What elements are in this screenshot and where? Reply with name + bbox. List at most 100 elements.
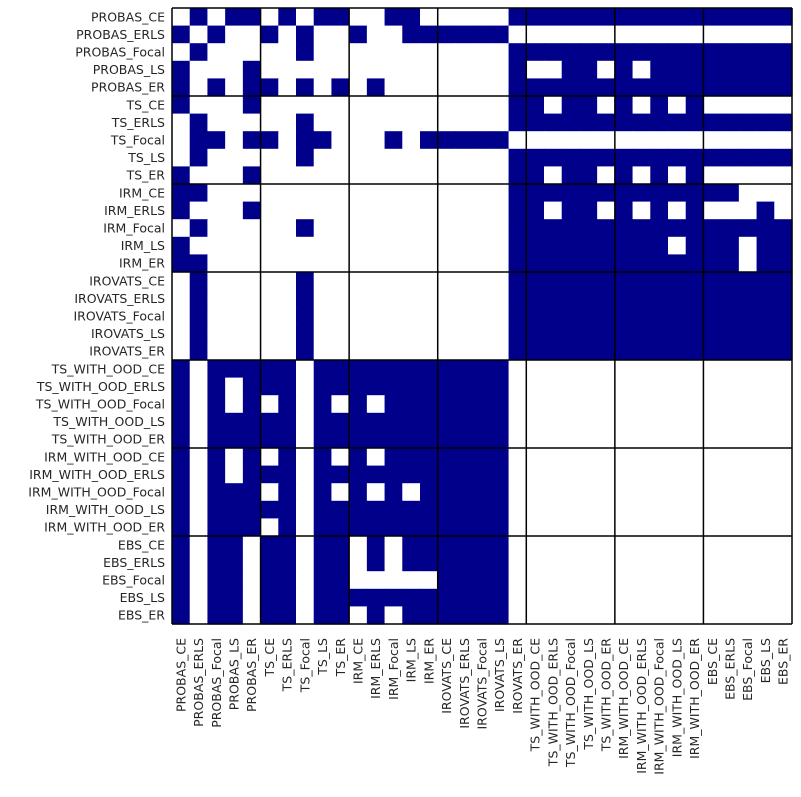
heatmap-cell [544,254,563,273]
row-tick-label: IRM_WITH_OOD_LS [46,502,165,517]
heatmap-cell [296,588,315,607]
heatmap-cell [526,448,545,467]
heatmap-cell [650,412,669,431]
heatmap-cell [632,324,651,343]
heatmap-cell [278,25,297,44]
heatmap-cell [685,553,705,572]
row-tick-label: EBS_CE [118,537,165,552]
column-tick-label: IROVATS_Focal [475,638,490,730]
heatmap-cell [774,166,793,185]
heatmap-cell [738,465,758,484]
heatmap-cell [774,606,793,625]
heatmap-cell [561,8,581,27]
heatmap-cell [579,360,598,379]
heatmap-cell [366,571,386,590]
heatmap-cell [738,8,758,27]
heatmap-cell [508,113,527,132]
heatmap-cell [703,25,722,44]
heatmap-cell [756,606,775,625]
heatmap-cell [738,219,758,238]
heatmap-cell [189,43,209,62]
heatmap-cell [685,254,705,273]
heatmap-cell [508,289,527,308]
heatmap-cell [756,395,775,414]
heatmap-cell [455,483,474,502]
heatmap-cell [561,184,581,203]
heatmap-cell [544,483,563,502]
heatmap-cell [242,184,262,203]
heatmap-cell [455,236,474,255]
heatmap-cell [544,8,563,27]
row-tick-label: PROBAS_ERLS [76,27,165,42]
heatmap-cell [313,342,333,361]
heatmap-cell [402,184,421,203]
heatmap-cell [225,360,244,379]
heatmap-cell [260,500,279,519]
heatmap-cell [721,448,740,467]
heatmap-cell [490,536,510,555]
heatmap-cell [632,236,651,255]
heatmap-cell [650,289,669,308]
heatmap-cell [526,307,545,326]
heatmap-cell [561,377,581,396]
heatmap-cell [774,219,793,238]
heatmap-cell [774,483,793,502]
heatmap-cell [313,430,333,449]
heatmap-cell [420,553,439,572]
heatmap-cell [526,236,545,255]
heatmap-cell [650,553,669,572]
heatmap-cell [331,184,350,203]
heatmap-cell [774,272,793,291]
heatmap-cell [756,360,775,379]
heatmap-cell [172,536,191,555]
heatmap-cell [632,60,651,79]
heatmap-cell [260,43,279,62]
heatmap-cell [526,113,545,132]
heatmap-cell [455,184,474,203]
heatmap-cell [508,571,527,590]
heatmap-cell [420,113,439,132]
heatmap-cell [384,166,403,185]
heatmap-cell [242,131,262,150]
row-tick-label: IROVATS_ERLS [74,291,165,306]
heatmap-cell [597,166,616,185]
heatmap-cell [526,272,545,291]
heatmap-cell [703,571,722,590]
heatmap-cell [402,307,421,326]
row-tick-label: TS_WITH_OOD_ER [51,432,166,447]
heatmap-cell [172,184,191,203]
heatmap-cell [189,377,209,396]
heatmap-cell [349,448,368,467]
heatmap-cell [508,377,527,396]
heatmap-cell [738,25,758,44]
heatmap-cell [685,342,705,361]
heatmap-cell [756,324,775,343]
heatmap-cell [242,465,262,484]
heatmap-cell [685,8,705,27]
row-tick-label: TS_CE [126,97,166,112]
heatmap-cell [366,148,386,167]
row-tick-label: IROVATS_Focal [73,309,165,324]
heatmap-cell [650,483,669,502]
heatmap-cell [490,342,510,361]
heatmap-cell [490,272,510,291]
heatmap-cell [366,324,386,343]
heatmap-cell [437,483,457,502]
column-tick-label: PROBAS_ER [244,638,259,712]
heatmap-cell [668,43,687,62]
heatmap-cell [526,500,545,519]
heatmap-cell [296,272,315,291]
heatmap-cell [632,43,651,62]
heatmap-cell [544,25,563,44]
heatmap-cell [260,184,279,203]
heatmap-cell [384,78,403,97]
heatmap-cell [756,307,775,326]
heatmap-cell [207,25,226,44]
heatmap-cell [331,272,350,291]
heatmap-cell [490,307,510,326]
heatmap-cell [561,395,581,414]
heatmap-cell [668,536,687,555]
heatmap-cell [703,395,722,414]
heatmap-cell [420,430,439,449]
heatmap-cell [189,500,209,519]
